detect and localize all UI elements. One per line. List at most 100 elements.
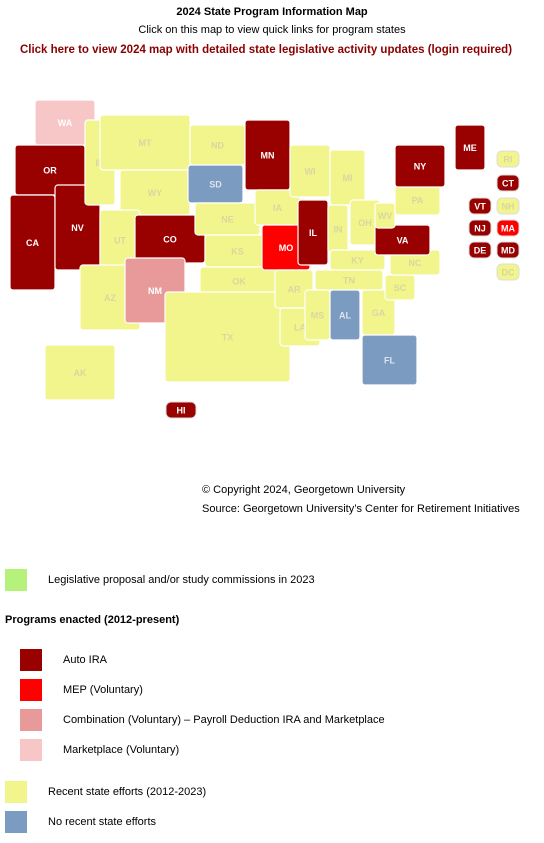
state-label: NE (221, 214, 234, 224)
state-label[interactable]: VT (474, 201, 486, 211)
state-label: AK (74, 368, 87, 378)
state[interactable]: SD (187, 164, 244, 204)
state-shape[interactable] (329, 149, 366, 206)
login-link[interactable]: Click here to view 2024 map with detaile… (20, 44, 512, 56)
state[interactable]: IL (297, 199, 329, 266)
state-button[interactable] (165, 401, 197, 419)
state[interactable]: CA (9, 194, 56, 291)
state-button[interactable] (496, 219, 520, 237)
state[interactable]: OK (199, 266, 279, 296)
state-label: NC (409, 258, 422, 268)
state[interactable]: AK (44, 344, 116, 401)
state[interactable]: HI (165, 401, 197, 419)
state-label: WA (58, 118, 73, 128)
state-label: DC (502, 267, 515, 277)
state-shape[interactable] (394, 144, 446, 188)
state-label[interactable]: NV (71, 223, 84, 233)
state-label: SD (209, 179, 222, 189)
state-button[interactable] (496, 241, 520, 259)
state-label[interactable]: VA (397, 235, 409, 245)
state[interactable]: RI (496, 150, 520, 168)
state-button[interactable] (468, 219, 492, 237)
state[interactable]: NJ (468, 219, 492, 237)
state-label: GA (372, 308, 386, 318)
state-label: AR (288, 284, 301, 294)
legend-swatch (5, 811, 27, 833)
state[interactable]: WI (289, 144, 331, 198)
state-label: PA (412, 195, 424, 205)
state-label: NH (502, 201, 515, 211)
state[interactable]: TN (314, 269, 384, 291)
state-label: IN (334, 224, 343, 234)
state[interactable]: NE (194, 202, 261, 236)
state-button[interactable] (496, 197, 520, 215)
state-button[interactable] (468, 241, 492, 259)
legend-label: Recent state efforts (2012-2023) (48, 786, 206, 798)
legend-label: MEP (Voluntary) (63, 684, 143, 696)
state[interactable]: SC (384, 274, 416, 301)
state[interactable]: ND (189, 124, 246, 166)
state[interactable]: ME (454, 124, 486, 171)
legend-swatch (20, 679, 42, 701)
state-shape[interactable] (374, 224, 431, 256)
state-label[interactable]: MD (501, 245, 515, 255)
state[interactable]: WY (119, 169, 191, 216)
legend-label: Auto IRA (63, 654, 108, 666)
state[interactable]: CT (496, 174, 520, 192)
state-label[interactable]: CA (26, 238, 39, 248)
state-label: MT (139, 138, 152, 148)
state[interactable]: VT (468, 197, 492, 215)
state[interactable]: MD (496, 241, 520, 259)
state-label[interactable]: ME (463, 143, 477, 153)
legend-label: Legislative proposal and/or study commis… (48, 574, 315, 586)
state-label: WI (305, 166, 316, 176)
state-label[interactable]: OR (43, 165, 57, 175)
state-label[interactable]: HI (177, 405, 186, 415)
state[interactable]: PA (394, 184, 441, 216)
legend-swatch (20, 649, 42, 671)
state[interactable]: AL (329, 289, 361, 341)
subtitle: Click on this map to view quick links fo… (138, 24, 406, 36)
state-label[interactable]: MO (279, 243, 294, 253)
state[interactable]: TX (164, 291, 291, 383)
state[interactable]: IN (327, 204, 349, 254)
state-label[interactable]: DE (474, 245, 487, 255)
state-label[interactable]: MN (261, 150, 275, 160)
state-shape[interactable] (374, 202, 396, 229)
legend-swatch (20, 739, 42, 761)
state-shape[interactable] (361, 334, 418, 386)
state-button[interactable] (468, 197, 492, 215)
state[interactable]: KS (204, 234, 271, 268)
state-label[interactable]: CT (502, 178, 514, 188)
state-label[interactable]: IL (309, 228, 318, 238)
state[interactable]: FL (361, 334, 418, 386)
state[interactable]: MN (244, 119, 291, 191)
state[interactable]: WV (374, 202, 396, 229)
legend-swatch (5, 781, 27, 803)
state[interactable]: NY (394, 144, 446, 188)
state-label: AZ (104, 293, 116, 303)
state[interactable]: MI (329, 149, 366, 206)
state-label[interactable]: NY (414, 161, 427, 171)
state[interactable]: MA (496, 219, 520, 237)
state-label: NM (148, 286, 162, 296)
state-label[interactable]: NJ (474, 223, 486, 233)
state[interactable]: MS (304, 289, 331, 341)
state[interactable]: MT (99, 114, 191, 171)
state-shape[interactable] (454, 124, 486, 171)
state-shape[interactable] (44, 344, 116, 401)
state-button[interactable] (496, 174, 520, 192)
state-label[interactable]: CO (163, 234, 177, 244)
state[interactable]: VA (374, 224, 431, 256)
state-button[interactable] (496, 263, 520, 281)
source: Source: Georgetown University’s Center f… (202, 503, 520, 515)
state[interactable]: DC (496, 263, 520, 281)
state[interactable]: DE (468, 241, 492, 259)
state-label: UT (114, 235, 126, 245)
state-button[interactable] (496, 150, 520, 168)
state-label[interactable]: MA (501, 223, 515, 233)
state-shape[interactable] (329, 289, 361, 341)
state-label: OH (358, 218, 372, 228)
state[interactable]: NH (496, 197, 520, 215)
